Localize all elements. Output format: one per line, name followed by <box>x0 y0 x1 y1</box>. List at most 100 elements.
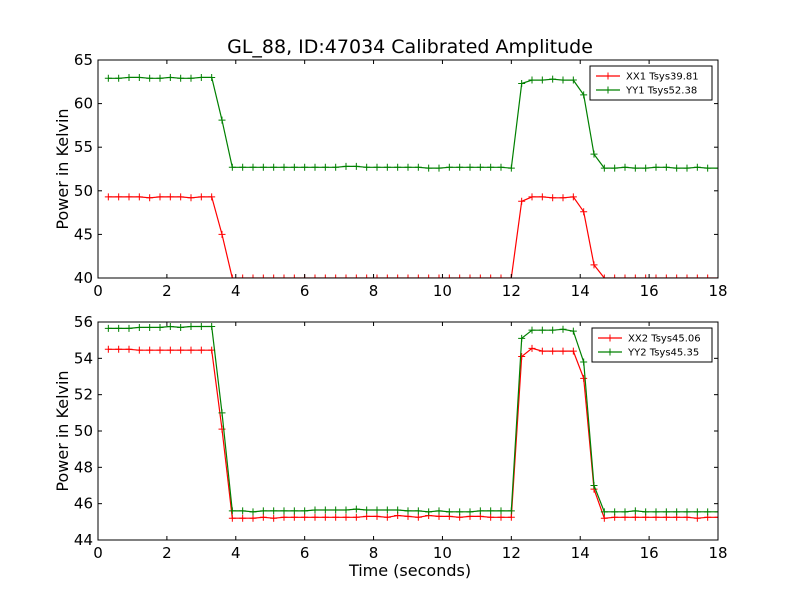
data-point-xx2 <box>270 514 278 522</box>
x-tick-label: 12 <box>502 282 521 300</box>
data-point-xx1 <box>239 274 247 278</box>
data-point-xx2 <box>497 513 505 521</box>
data-point-xx2 <box>518 353 526 361</box>
data-point-yy2 <box>642 508 650 516</box>
data-point-xx1 <box>311 274 319 278</box>
data-point-yy1 <box>487 163 495 171</box>
data-point-xx1 <box>270 274 278 278</box>
data-point-xx1 <box>363 274 371 278</box>
data-point-yy2 <box>352 505 360 513</box>
data-point-yy2 <box>456 508 464 516</box>
data-point-xx1 <box>518 197 526 205</box>
data-point-yy1 <box>611 164 619 172</box>
y-tick-label: 50 <box>74 182 93 200</box>
data-point-xx2 <box>538 347 546 355</box>
data-point-yy2 <box>569 327 577 335</box>
data-point-yy1 <box>352 162 360 170</box>
data-point-yy2 <box>228 507 236 515</box>
data-point-xx1 <box>642 274 650 278</box>
data-point-xx2 <box>600 514 608 522</box>
data-point-xx2 <box>228 514 236 522</box>
data-point-yy2 <box>166 323 174 331</box>
data-point-xx2 <box>177 346 185 354</box>
data-point-xx1 <box>290 274 298 278</box>
y-tick-label: 60 <box>74 95 93 113</box>
data-point-xx2 <box>549 347 557 355</box>
data-point-yy1 <box>290 163 298 171</box>
data-point-yy1 <box>394 163 402 171</box>
data-point-yy2 <box>559 325 567 333</box>
data-point-xx2 <box>321 513 329 521</box>
y-tick-label: 44 <box>74 531 93 549</box>
data-point-yy2 <box>218 409 226 417</box>
data-point-xx2 <box>135 346 143 354</box>
x-tick-label: 2 <box>162 544 172 562</box>
data-point-yy1 <box>631 164 639 172</box>
data-point-yy1 <box>218 116 226 124</box>
data-point-yy1 <box>301 163 309 171</box>
data-point-yy2 <box>321 506 329 514</box>
y-axis-label: Power in Kelvin <box>53 370 72 491</box>
data-point-xx1 <box>569 193 577 201</box>
legend-marker-yy2 <box>606 348 614 356</box>
data-point-yy2 <box>621 508 629 516</box>
data-point-xx2 <box>507 513 515 521</box>
data-point-xx1 <box>197 193 205 201</box>
data-point-xx1 <box>177 193 185 201</box>
series-group <box>104 323 718 522</box>
series-group <box>104 73 718 278</box>
x-tick-label: 12 <box>502 544 521 562</box>
data-point-xx1 <box>425 274 433 278</box>
data-point-yy2 <box>704 508 712 516</box>
data-point-yy2 <box>311 506 319 514</box>
data-point-yy1 <box>311 163 319 171</box>
x-tick-label: 4 <box>231 282 241 300</box>
x-tick-label: 0 <box>93 544 103 562</box>
data-point-yy2 <box>249 508 257 516</box>
data-point-xx1 <box>621 274 629 278</box>
data-point-xx2 <box>249 514 257 522</box>
legend-label-xx1: XX1 Tsys39.81 <box>626 72 699 83</box>
legend-label-xx2: XX2 Tsys45.06 <box>628 334 701 345</box>
x-tick-label: 8 <box>369 282 379 300</box>
y-tick-label: 40 <box>74 269 93 287</box>
data-point-yy1 <box>156 74 164 82</box>
data-point-xx1 <box>580 208 588 216</box>
data-point-yy2 <box>435 507 443 515</box>
data-point-yy2 <box>600 508 608 516</box>
data-point-yy1 <box>497 163 505 171</box>
data-point-yy1 <box>228 163 236 171</box>
data-point-yy2 <box>476 507 484 515</box>
data-point-xx1 <box>673 274 681 278</box>
data-point-yy1 <box>559 76 567 84</box>
data-point-yy1 <box>580 91 588 99</box>
data-point-xx2 <box>125 345 133 353</box>
data-point-yy1 <box>321 163 329 171</box>
data-point-xx2 <box>197 346 205 354</box>
data-point-yy1 <box>445 163 453 171</box>
data-point-yy2 <box>404 507 412 515</box>
data-point-yy1 <box>270 163 278 171</box>
data-point-yy2 <box>146 323 154 331</box>
data-point-xx2 <box>156 346 164 354</box>
data-point-yy1 <box>383 163 391 171</box>
data-point-yy2 <box>373 506 381 514</box>
data-point-yy2 <box>332 506 340 514</box>
data-point-xx1 <box>187 194 195 202</box>
data-point-yy2 <box>497 507 505 515</box>
data-point-xx1 <box>228 274 236 278</box>
data-point-xx1 <box>497 274 505 278</box>
y-tick-label: 56 <box>74 313 93 331</box>
data-point-yy1 <box>590 150 598 158</box>
data-point-xx2 <box>342 513 350 521</box>
data-point-yy1 <box>177 74 185 82</box>
data-point-yy1 <box>704 164 712 172</box>
data-point-xx1 <box>352 274 360 278</box>
data-point-yy2 <box>538 326 546 334</box>
data-point-xx2 <box>301 513 309 521</box>
data-point-xx2 <box>115 345 123 353</box>
data-point-yy1 <box>714 164 718 172</box>
data-point-xx1 <box>487 274 495 278</box>
data-point-yy1 <box>528 76 536 84</box>
